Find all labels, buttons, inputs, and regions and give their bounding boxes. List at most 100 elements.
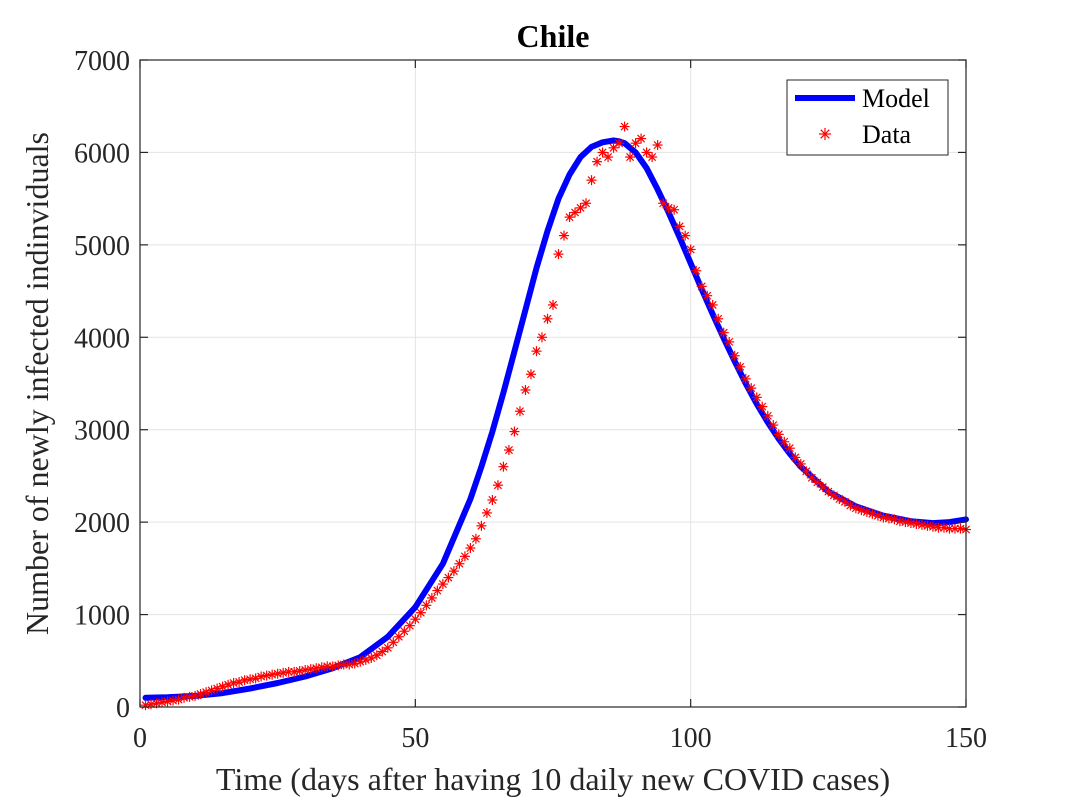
chart-title: Chile <box>517 18 590 54</box>
y-tick-label: 3000 <box>74 416 130 447</box>
data-point <box>443 572 454 583</box>
data-point <box>454 558 465 569</box>
y-tick-label: 0 <box>116 693 130 724</box>
data-point <box>311 663 322 674</box>
data-point <box>162 696 173 707</box>
data-point <box>377 646 388 657</box>
y-tick-label: 4000 <box>74 323 130 354</box>
data-point <box>531 346 542 357</box>
y-tick-label: 2000 <box>74 508 130 539</box>
legend-data-label: Data <box>862 120 912 149</box>
data-point <box>305 664 316 675</box>
data-point <box>404 620 415 631</box>
data-point <box>691 265 702 276</box>
data-point <box>724 336 735 347</box>
data-point <box>608 142 619 153</box>
data-point <box>685 244 696 255</box>
legend-data-marker <box>819 128 831 140</box>
data-point <box>371 650 382 661</box>
data-point <box>548 299 558 310</box>
data-point <box>536 332 547 343</box>
data-point <box>481 507 492 518</box>
data-point <box>267 669 278 680</box>
data-point <box>740 373 751 384</box>
x-tick-label: 100 <box>670 723 712 754</box>
data-point <box>421 600 432 611</box>
data-point <box>762 410 773 421</box>
data-point <box>696 281 707 292</box>
data-point <box>459 551 470 562</box>
legend: Model Data <box>786 79 949 156</box>
data-point <box>476 520 487 531</box>
data-point <box>559 230 570 241</box>
data-point <box>426 592 437 603</box>
data-point <box>680 230 691 241</box>
data-point <box>718 327 729 338</box>
data-point <box>757 401 768 412</box>
data-point <box>883 513 894 524</box>
data-point <box>658 198 669 209</box>
data-point <box>768 420 779 431</box>
x-tick-label: 50 <box>401 723 429 754</box>
y-tick-label: 7000 <box>74 46 130 77</box>
data-point <box>790 452 801 463</box>
data-point <box>432 585 443 596</box>
data-point <box>647 152 658 163</box>
data-point <box>795 458 806 469</box>
data-point <box>592 156 603 167</box>
axes-box <box>139 59 967 708</box>
data-point <box>669 204 680 215</box>
data-point <box>812 477 823 488</box>
data-point <box>525 369 536 380</box>
data-point <box>415 607 426 618</box>
data-point <box>410 614 421 625</box>
data-point <box>839 496 850 507</box>
data-point <box>503 445 514 456</box>
data-point <box>801 466 812 477</box>
y-axis-label: Number of newly infected indinviduals <box>19 132 55 635</box>
x-tick-label: 150 <box>945 723 987 754</box>
data-point <box>751 392 762 403</box>
legend-model-label: Model <box>862 84 930 113</box>
data-point <box>806 472 817 483</box>
data-point <box>487 494 498 505</box>
data-point <box>239 675 250 686</box>
data-point <box>553 249 564 260</box>
data-point <box>630 138 641 149</box>
x-axis-label: Time (days after having 10 daily new COV… <box>216 761 890 797</box>
data-point <box>603 152 614 163</box>
data-point <box>570 207 581 218</box>
data-point <box>256 671 267 682</box>
data-point <box>614 138 625 149</box>
data-point <box>702 290 713 301</box>
data-point <box>652 140 663 151</box>
data-point <box>157 697 168 708</box>
data-point <box>746 383 757 394</box>
data-point <box>437 579 448 590</box>
data-point <box>784 443 795 454</box>
data-point <box>641 147 652 158</box>
data-point <box>735 361 746 372</box>
data-point <box>823 486 834 497</box>
data-point <box>878 512 889 523</box>
data-point <box>773 429 784 440</box>
data-point <box>542 313 553 324</box>
data-point <box>382 642 393 653</box>
data-point <box>817 482 828 493</box>
data-point <box>564 212 575 223</box>
data-point <box>619 121 630 132</box>
grid <box>139 59 967 708</box>
data-point <box>828 490 839 501</box>
data-point <box>575 202 586 213</box>
data-point <box>514 406 525 417</box>
data-point <box>448 566 459 577</box>
plot-area <box>140 121 971 711</box>
x-tick-label: 0 <box>133 723 147 754</box>
y-tick-label: 6000 <box>74 138 130 169</box>
data-point <box>509 426 520 437</box>
data-point <box>492 480 503 491</box>
data-point <box>586 175 597 186</box>
data-point <box>470 533 481 544</box>
data-point <box>581 198 592 209</box>
